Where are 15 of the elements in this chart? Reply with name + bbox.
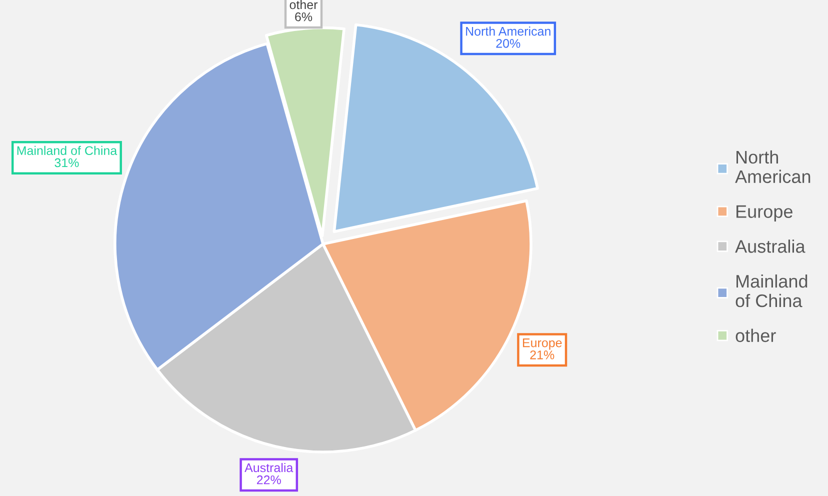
data-label: 21% xyxy=(530,350,554,360)
data-label: 6% xyxy=(295,12,312,22)
data-label: 20% xyxy=(496,38,520,48)
slice-label: other xyxy=(290,0,318,10)
data-label: 31% xyxy=(54,158,79,168)
slice-label: Mainland of China xyxy=(17,146,118,156)
legend-label: Mainland of China xyxy=(736,274,808,308)
legend-label: Europe xyxy=(736,205,792,222)
data-label: 22% xyxy=(256,475,281,484)
slice-label: North American xyxy=(466,26,550,36)
legend-label: other xyxy=(736,328,776,342)
slice-label: Europe xyxy=(522,338,562,350)
legend-label: Australia xyxy=(735,240,806,253)
legend-label: North American xyxy=(735,150,810,184)
slice-label: Australia xyxy=(244,462,294,472)
